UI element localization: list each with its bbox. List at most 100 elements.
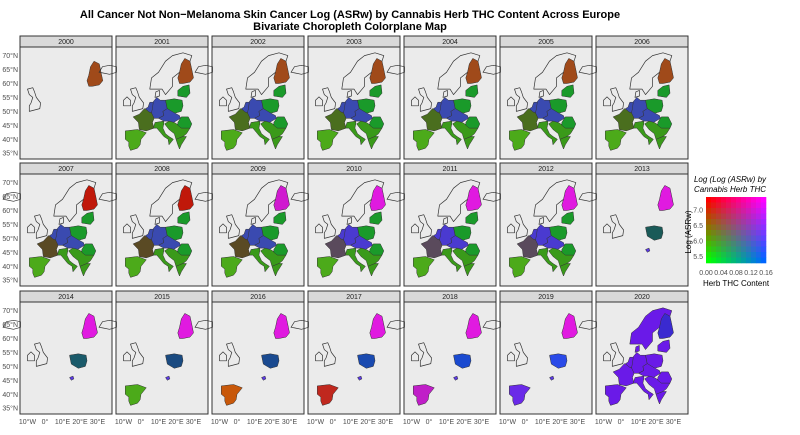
strip-label: 2001	[154, 39, 170, 46]
legend-x-tick: 0.00	[699, 270, 713, 277]
y-tick-label: 55°N	[2, 94, 18, 102]
country-benelux	[145, 101, 154, 114]
legend-cell	[746, 224, 752, 231]
country-baltic	[657, 84, 671, 98]
country-denmark	[538, 217, 544, 225]
country-benelux	[529, 228, 538, 241]
country-small	[357, 375, 363, 381]
legend-cell	[721, 257, 727, 264]
legend-y-tick: 6.0	[693, 239, 703, 246]
country-poland	[357, 353, 376, 369]
x-tick-label: 0°	[42, 418, 49, 426]
x-tick-label: 0°	[618, 418, 625, 426]
legend-cell	[731, 252, 737, 258]
legend-cell	[731, 241, 737, 247]
legend-cell	[756, 197, 762, 203]
legend-cell	[711, 202, 717, 209]
strip-label: 2009	[250, 166, 266, 173]
legend-y-tick: 7.0	[693, 208, 703, 215]
facet-panel-2004: 2004	[386, 35, 497, 160]
y-tick-label: 45°N	[2, 249, 18, 257]
country-iceland	[386, 64, 405, 75]
strip-label: 2012	[538, 166, 554, 173]
country-italy	[633, 375, 654, 401]
legend-cell	[751, 224, 757, 231]
country-balkans	[356, 247, 383, 267]
legend-cell	[716, 257, 722, 264]
chart-title-line1: All Cancer Not Non−Melanoma Skin Cancer …	[80, 9, 620, 21]
y-tick-label: 35°N	[2, 405, 18, 413]
facet-panel-2014: 2014	[2, 290, 113, 415]
country-uk	[322, 342, 336, 367]
country-iceland	[98, 64, 117, 75]
facet-panel-2009: 2009	[194, 162, 305, 287]
legend-cell	[706, 202, 712, 209]
facet-panel-2012: 2012	[482, 162, 593, 287]
country-iceland	[290, 191, 309, 202]
legend-cell	[741, 257, 747, 264]
x-tick-label: 10°E	[343, 418, 359, 426]
y-tick-label: 35°N	[2, 150, 18, 158]
country-denmark	[154, 90, 160, 98]
country-greece	[655, 136, 667, 150]
legend-cell	[711, 219, 717, 225]
legend-cell	[706, 230, 712, 236]
x-tick-label: 20°E	[72, 418, 88, 426]
legend-cell	[761, 235, 767, 242]
country-uk	[226, 214, 240, 239]
legend-cell	[761, 241, 767, 247]
legend-cell	[726, 219, 732, 225]
country-france	[132, 108, 155, 132]
legend-y-label: Log (ASRw)	[684, 210, 693, 253]
legend-cell	[736, 257, 742, 264]
legend-cell	[751, 246, 757, 253]
legend-cell	[736, 224, 742, 231]
country-balkans	[164, 120, 191, 140]
country-uk	[418, 87, 432, 112]
country-iceland	[482, 64, 501, 75]
country-greece	[655, 391, 667, 405]
legend-cell	[711, 241, 717, 247]
country-uk	[418, 342, 432, 367]
legend-cell	[751, 208, 757, 214]
country-iceland	[386, 191, 405, 202]
legend-cell	[746, 230, 752, 236]
legend-cell	[746, 208, 752, 214]
country-finland	[177, 313, 194, 339]
legend-cell	[726, 224, 732, 231]
country-italy	[441, 247, 462, 273]
x-tick-label: 30°E	[282, 418, 298, 426]
legend-cell	[731, 213, 737, 220]
x-tick-label: 0°	[330, 418, 337, 426]
legend-cell	[711, 197, 717, 203]
country-finland	[657, 185, 674, 211]
legend-cell	[741, 235, 747, 242]
country-ireland	[219, 223, 227, 234]
country-france	[324, 235, 347, 259]
country-iceland	[98, 191, 117, 202]
country-baltic	[561, 211, 575, 225]
legend-cell	[706, 246, 712, 253]
x-tick-label: 10°E	[535, 418, 551, 426]
country-finland	[369, 313, 386, 339]
country-ireland	[219, 96, 227, 107]
country-ireland	[315, 96, 323, 107]
legend-cell	[736, 230, 742, 236]
country-iceland	[482, 319, 501, 330]
country-greece	[559, 263, 571, 277]
country-romania	[273, 243, 289, 256]
legend-cell	[756, 230, 762, 236]
country-finland	[177, 58, 194, 84]
legend-cell	[716, 202, 722, 209]
strip-label: 2005	[538, 39, 554, 46]
country-baltic	[273, 211, 287, 225]
legend-cell	[721, 219, 727, 225]
country-baltic	[465, 84, 479, 98]
legend-cell	[756, 257, 762, 264]
legend-cell	[756, 246, 762, 253]
legend-cell	[741, 252, 747, 258]
legend-cell	[756, 241, 762, 247]
country-uk	[226, 87, 240, 112]
country-uk	[418, 214, 432, 239]
legend-cell	[751, 213, 757, 220]
